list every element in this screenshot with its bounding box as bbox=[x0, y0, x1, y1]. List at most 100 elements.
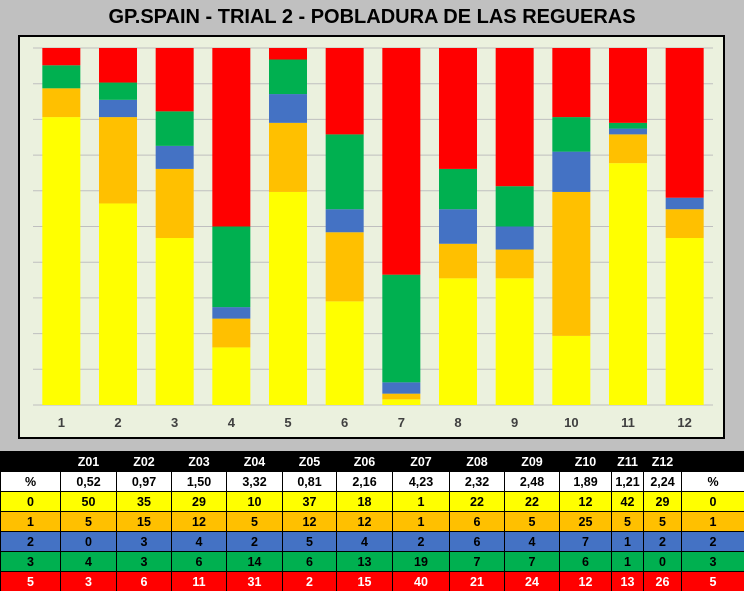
table-cell: 12 bbox=[171, 511, 227, 532]
table-cell: 0 bbox=[643, 551, 682, 572]
table-cell: 5 bbox=[611, 511, 644, 532]
bar-9-class-3 bbox=[495, 186, 534, 227]
bar-11-class-0 bbox=[609, 163, 647, 405]
bar-7-class-0 bbox=[382, 399, 421, 405]
bar-5-class-1 bbox=[269, 122, 307, 192]
table-cell: 40 bbox=[392, 571, 450, 591]
x-tick-label: 5 bbox=[284, 415, 291, 430]
table-cell: 4 bbox=[60, 551, 117, 572]
x-tick-label: 6 bbox=[341, 415, 348, 430]
table-cell: Z02 bbox=[116, 451, 172, 472]
table-cell: 18 bbox=[336, 491, 393, 512]
table-cell: 6 bbox=[449, 531, 505, 552]
table-cell: 3 bbox=[681, 551, 744, 572]
table-cell: 5 bbox=[504, 511, 560, 532]
table-cell: 2,16 bbox=[336, 471, 393, 492]
table-cell: 1,21 bbox=[611, 471, 644, 492]
table-cell: 5 bbox=[681, 571, 744, 591]
table-cell: 22 bbox=[449, 491, 505, 512]
table-cell: 50 bbox=[60, 491, 117, 512]
table-cell: 31 bbox=[226, 571, 283, 591]
bar-6-class-1 bbox=[325, 232, 364, 302]
data-table: Z01 Z02 Z03 Z04 Z05 Z06 Z07 Z08 Z09 Z10 Z11 Z12% 0,5… bbox=[0, 451, 744, 591]
plot-area: 1 2 3 4 5 6 7 8 9 10 11 12 bbox=[18, 35, 725, 439]
bar-8-class-5 bbox=[439, 48, 477, 169]
x-tick-label: 12 bbox=[677, 415, 691, 430]
table-cell: 12 bbox=[559, 491, 612, 512]
chart-title: GP.SPAIN - TRIAL 2 - POBLADURA DE LAS RE… bbox=[108, 6, 636, 28]
table-cell: 4 bbox=[171, 531, 227, 552]
bar-11-class-5 bbox=[609, 48, 647, 123]
bar-5-class-0 bbox=[269, 191, 307, 405]
bar-10-class-3 bbox=[552, 117, 591, 152]
table-cell: 0,97 bbox=[116, 471, 172, 492]
bar-1-class-3 bbox=[42, 65, 81, 89]
table-cell: 14 bbox=[226, 551, 283, 572]
table-cell: 3 bbox=[0, 551, 61, 572]
table-row: 3 4 3 6 14 6 13 19 7 7 6 1 0 3 bbox=[0, 551, 744, 572]
bar-2-class-0 bbox=[99, 203, 137, 405]
x-tick-label: 4 bbox=[228, 415, 236, 430]
table-cell: 5 bbox=[643, 511, 682, 532]
table-cell: 2 bbox=[226, 531, 283, 552]
bar-8-class-1 bbox=[439, 243, 477, 279]
table-cell: 22 bbox=[504, 491, 560, 512]
table-cell: 5 bbox=[282, 531, 337, 552]
table-cell: 4,23 bbox=[392, 471, 450, 492]
bar-7-class-2 bbox=[382, 382, 421, 394]
table-cell: Z12 bbox=[643, 451, 682, 472]
table-cell bbox=[0, 451, 61, 472]
table-cell: Z03 bbox=[171, 451, 227, 472]
table-cell: 6 bbox=[449, 511, 505, 532]
bar-8-class-0 bbox=[439, 278, 477, 405]
bar-12-class-2 bbox=[665, 197, 704, 210]
table-cell: 1 bbox=[611, 551, 644, 572]
bar-1-class-5 bbox=[42, 48, 81, 66]
table-cell: 2 bbox=[681, 531, 744, 552]
table-cell: Z04 bbox=[226, 451, 283, 472]
x-tick-label: 11 bbox=[621, 415, 635, 430]
bar-2-class-3 bbox=[99, 82, 137, 100]
table-row: 1 5 15 12 5 12 12 1 6 5 25 5 5 1 bbox=[0, 511, 744, 532]
x-tick-label: 10 bbox=[564, 415, 578, 430]
table-cell: 2,24 bbox=[643, 471, 682, 492]
table-cell: 3 bbox=[60, 571, 117, 591]
table-cell: Z01 bbox=[60, 451, 117, 472]
bar-5-class-5 bbox=[269, 48, 307, 60]
table-cell: 2,32 bbox=[449, 471, 505, 492]
table-cell: 37 bbox=[282, 491, 337, 512]
table-cell: 1 bbox=[392, 511, 450, 532]
table-cell: Z07 bbox=[392, 451, 450, 472]
table-cell: 0 bbox=[60, 531, 117, 552]
table-cell: 3,32 bbox=[226, 471, 283, 492]
table-row: 5 3 6 11 31 2 15 40 21 24 12 13 26 5 bbox=[0, 571, 744, 591]
bar-3-class-0 bbox=[155, 238, 194, 405]
table-cell: % bbox=[681, 471, 744, 492]
table-cell: 1 bbox=[392, 491, 450, 512]
table-cell: 6 bbox=[116, 571, 172, 591]
table-cell: 13 bbox=[611, 571, 644, 591]
table-cell: 15 bbox=[336, 571, 393, 591]
stacked-bar-chart: 1 2 3 4 5 6 7 8 9 10 11 12 bbox=[33, 47, 713, 430]
table-cell: 7 bbox=[504, 551, 560, 572]
bar-3-class-3 bbox=[155, 111, 194, 146]
table-cell: 35 bbox=[116, 491, 172, 512]
bar-11-class-2 bbox=[609, 128, 647, 135]
table-cell: 12 bbox=[282, 511, 337, 532]
bar-12-class-5 bbox=[665, 48, 704, 198]
table-cell: 42 bbox=[611, 491, 644, 512]
table-cell: 3 bbox=[116, 551, 172, 572]
table-cell: 15 bbox=[116, 511, 172, 532]
x-tick-label: 2 bbox=[114, 415, 121, 430]
table-cell: 25 bbox=[559, 511, 612, 532]
bar-3-class-5 bbox=[155, 48, 194, 112]
bar-9-class-5 bbox=[495, 48, 534, 187]
table-cell: 1,89 bbox=[559, 471, 612, 492]
x-tick-label: 3 bbox=[171, 415, 178, 430]
table-cell: 13 bbox=[336, 551, 393, 572]
table-cell: 11 bbox=[171, 571, 227, 591]
table-cell: 19 bbox=[392, 551, 450, 572]
bar-4-class-1 bbox=[212, 318, 251, 348]
x-tick-label: 8 bbox=[454, 415, 461, 430]
table-cell bbox=[681, 451, 744, 472]
